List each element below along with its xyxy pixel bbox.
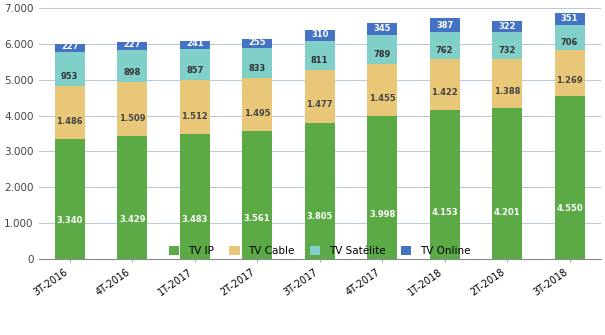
- Text: 1.509: 1.509: [119, 114, 145, 123]
- Text: 1.477: 1.477: [306, 100, 333, 109]
- Text: 811: 811: [311, 56, 329, 65]
- Text: 732: 732: [499, 46, 516, 55]
- Bar: [55, 86, 85, 139]
- Text: 762: 762: [436, 46, 453, 55]
- Bar: [242, 131, 272, 259]
- Text: 255: 255: [249, 38, 266, 47]
- Text: 1.486: 1.486: [56, 117, 83, 126]
- Bar: [492, 21, 522, 32]
- Text: 241: 241: [186, 39, 203, 48]
- Text: 227: 227: [61, 42, 79, 51]
- Bar: [305, 123, 335, 259]
- Text: 4.153: 4.153: [431, 208, 458, 217]
- Text: 387: 387: [436, 21, 453, 30]
- Bar: [117, 50, 147, 82]
- Bar: [555, 13, 584, 25]
- Text: 351: 351: [561, 14, 578, 23]
- Text: 4.201: 4.201: [494, 208, 520, 217]
- Bar: [305, 29, 335, 41]
- Text: 3.340: 3.340: [57, 216, 83, 225]
- Text: 1.495: 1.495: [244, 109, 270, 118]
- Text: 3.429: 3.429: [119, 215, 145, 224]
- Bar: [367, 64, 397, 116]
- Bar: [55, 52, 85, 86]
- Bar: [242, 78, 272, 131]
- Text: 857: 857: [186, 66, 203, 75]
- Text: 3.998: 3.998: [369, 210, 395, 219]
- Text: 1.422: 1.422: [431, 88, 458, 97]
- Bar: [430, 59, 460, 110]
- Bar: [367, 35, 397, 64]
- Bar: [242, 48, 272, 78]
- Bar: [555, 25, 584, 51]
- Bar: [180, 41, 210, 49]
- Text: 4.550: 4.550: [556, 204, 583, 213]
- Bar: [305, 41, 335, 70]
- Bar: [55, 139, 85, 259]
- Text: 227: 227: [123, 40, 141, 49]
- Bar: [430, 32, 460, 59]
- Bar: [242, 39, 272, 48]
- Bar: [180, 49, 210, 80]
- Bar: [367, 116, 397, 259]
- Bar: [430, 110, 460, 259]
- Text: 898: 898: [123, 68, 141, 77]
- Text: 789: 789: [373, 50, 391, 59]
- Bar: [492, 109, 522, 259]
- Text: 953: 953: [61, 72, 79, 81]
- Text: 345: 345: [373, 24, 391, 34]
- Text: 1.455: 1.455: [369, 94, 396, 103]
- Text: 1.388: 1.388: [494, 87, 520, 96]
- Text: 3.561: 3.561: [244, 214, 270, 223]
- Bar: [180, 134, 210, 259]
- Text: 322: 322: [499, 22, 516, 31]
- Bar: [555, 96, 584, 259]
- Text: 1.512: 1.512: [182, 112, 208, 121]
- Bar: [55, 44, 85, 52]
- Text: 3.805: 3.805: [307, 212, 333, 221]
- Bar: [305, 70, 335, 123]
- Bar: [117, 42, 147, 50]
- Bar: [492, 59, 522, 109]
- Bar: [117, 136, 147, 259]
- Text: 706: 706: [561, 38, 578, 47]
- Bar: [555, 51, 584, 96]
- Text: 310: 310: [311, 30, 329, 39]
- Bar: [367, 23, 397, 35]
- Text: 833: 833: [249, 64, 266, 73]
- Text: 1.269: 1.269: [556, 76, 583, 84]
- Legend: TV IP, TV Cable, TV Satélite, TV Online: TV IP, TV Cable, TV Satélite, TV Online: [169, 246, 470, 256]
- Bar: [492, 32, 522, 59]
- Bar: [430, 18, 460, 32]
- Text: 3.483: 3.483: [182, 215, 208, 224]
- Bar: [180, 80, 210, 134]
- Bar: [117, 82, 147, 136]
